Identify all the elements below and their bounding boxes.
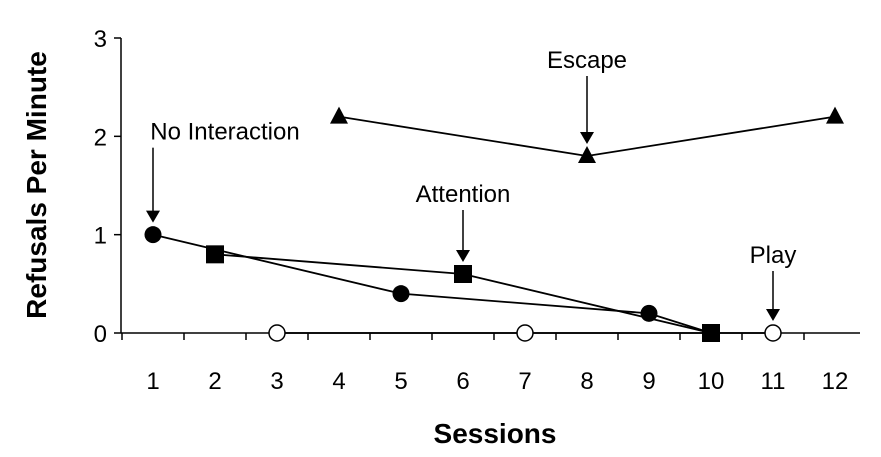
data-point-square-filled	[206, 245, 224, 264]
y-tick-label: 0	[94, 321, 107, 348]
markers	[144, 106, 844, 342]
x-tick-label: 6	[456, 368, 469, 395]
annotation-label: Escape	[547, 47, 627, 74]
data-point-circle-filled	[144, 226, 162, 244]
series-line-circle-filled	[152, 233, 712, 334]
x-tick-label: 12	[822, 368, 849, 395]
annotation-arrow-head	[766, 309, 780, 321]
annotation-label: No Interaction	[150, 119, 299, 146]
x-tick-label: 10	[698, 368, 725, 395]
data-point-triangle-filled	[578, 146, 596, 163]
data-point-circle-filled	[392, 285, 410, 303]
x-tick-label: 11	[761, 368, 786, 395]
x-axis-title: Sessions	[434, 418, 557, 449]
x-tick-label: 8	[580, 368, 593, 395]
annotation-arrow-head	[146, 210, 160, 223]
y-tick-label: 3	[94, 26, 107, 53]
annotation-label: Play	[750, 242, 797, 269]
annotations: No Interaction Attention Escape Play	[146, 47, 796, 321]
x-tick-label: 4	[332, 368, 345, 395]
data-point-circle-filled	[640, 304, 658, 322]
data-point-circle-open	[764, 324, 782, 342]
data-point-square-filled	[454, 265, 472, 283]
x-tick-label: 2	[208, 368, 221, 395]
annotation-arrow-head	[456, 250, 470, 262]
x-tick-label: 3	[270, 368, 283, 395]
annotation-label: Attention	[416, 181, 511, 208]
annotation-arrow-head	[580, 132, 594, 144]
x-tick-label: 5	[394, 368, 407, 395]
data-point-triangle-filled	[330, 106, 348, 124]
x-tick-label: 9	[642, 368, 655, 395]
y-tick-label: 2	[94, 124, 107, 151]
data-point-square-filled	[702, 324, 720, 342]
x-tick-label: 1	[146, 368, 159, 395]
x-tick-label: 7	[518, 368, 531, 395]
y-tick-label: 1	[94, 223, 107, 250]
y-axis-title: Refusals Per Minute	[21, 51, 52, 319]
data-point-circle-open	[516, 324, 534, 342]
data-point-triangle-filled	[826, 106, 844, 124]
series-lines	[152, 115, 836, 334]
data-point-circle-open	[268, 324, 286, 342]
